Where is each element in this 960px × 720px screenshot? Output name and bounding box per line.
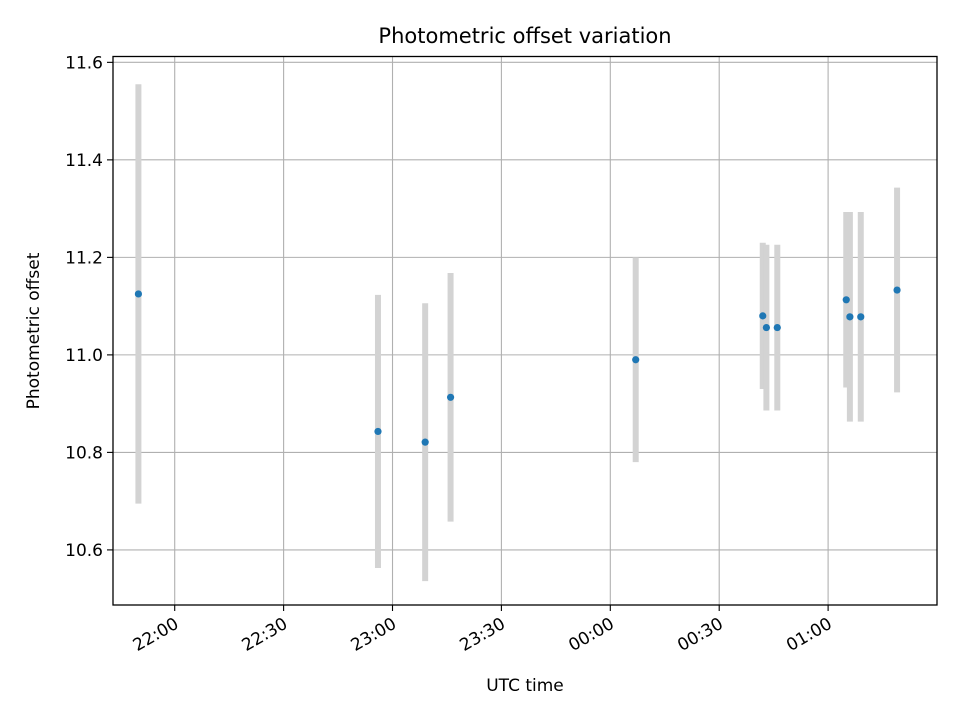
data-point: [762, 323, 770, 332]
data-point: [773, 323, 781, 332]
plot-frame: [112, 55, 938, 606]
y-tick-label: 10.6: [65, 541, 103, 561]
data-points: [134, 286, 901, 446]
y-tick-label: 11.6: [65, 53, 103, 73]
data-point: [421, 438, 429, 446]
y-tick-label: 11.0: [65, 346, 103, 366]
data-point: [893, 286, 901, 294]
y-tick-label: 10.8: [65, 443, 103, 463]
data-point: [632, 356, 640, 364]
y-tick-label: 11.4: [65, 151, 103, 171]
y-axis: 10.6 10.8 11.0 11.2 11.4 11.6: [65, 53, 113, 561]
chart-title: Photometric offset variation: [378, 24, 671, 48]
data-point: [446, 393, 455, 401]
data-point: [374, 427, 382, 436]
x-axis-label: UTC time: [486, 676, 564, 696]
grid: [113, 56, 937, 605]
data-point: [857, 313, 865, 321]
data-point: [842, 296, 850, 304]
data-point: [134, 290, 143, 298]
y-axis-label: Photometric offset: [24, 252, 44, 409]
data-point: [759, 312, 767, 320]
data-point: [846, 313, 854, 321]
y-tick-label: 11.2: [65, 248, 103, 268]
